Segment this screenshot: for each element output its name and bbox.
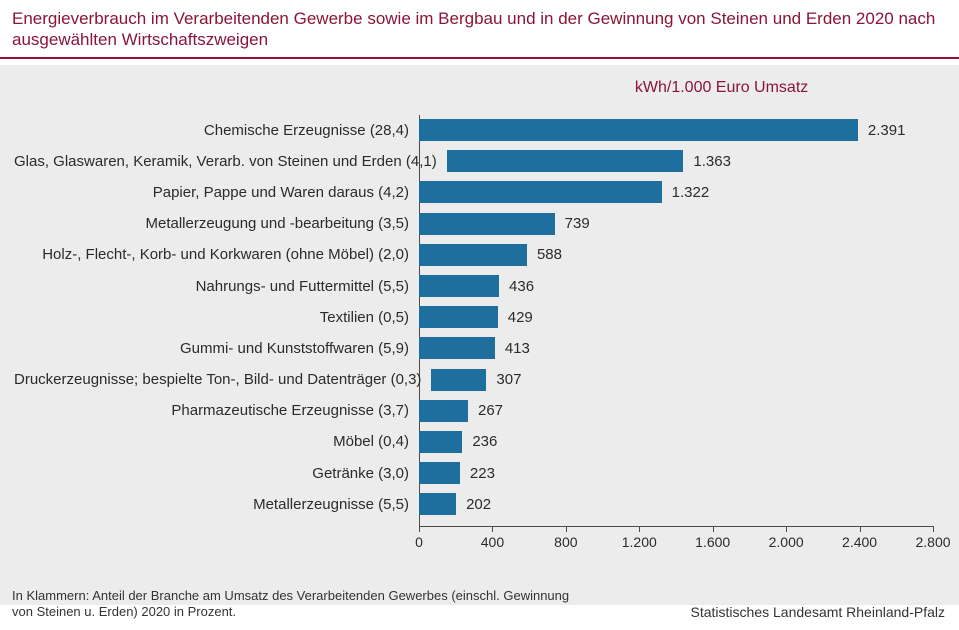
chart-frame: Energieverbrauch im Verarbeitenden Gewer…	[0, 0, 959, 630]
value-label: 429	[508, 309, 533, 326]
category-label: Metallerzeugnisse (5,5)	[14, 496, 419, 513]
bar-cell: 429	[419, 302, 933, 333]
x-tick-label: 400	[481, 534, 504, 550]
bar-row: Pharmazeutische Erzeugnisse (3,7) 267	[14, 395, 933, 426]
bar-cell: 413	[419, 333, 933, 364]
chart-title: Energieverbrauch im Verarbeitenden Gewer…	[12, 8, 947, 51]
x-tick-label: 2.400	[842, 534, 877, 550]
value-label: 267	[478, 402, 503, 419]
x-tick	[933, 526, 934, 532]
x-tick-label: 800	[554, 534, 577, 550]
category-label: Holz-, Flecht-, Korb- und Korkwaren (ohn…	[14, 246, 419, 263]
x-tick	[419, 526, 420, 532]
bar	[419, 244, 527, 266]
value-label: 413	[505, 340, 530, 357]
unit-label: kWh/1.000 Euro Umsatz	[635, 79, 808, 97]
bar-row: Getränke (3,0) 223	[14, 458, 933, 489]
value-label: 588	[537, 246, 562, 263]
bar-cell: 588	[419, 239, 933, 270]
bar	[419, 119, 858, 141]
bar-row: Druckerzeugnisse; bespielte Ton-, Bild- …	[14, 364, 933, 395]
x-tick-label: 1.200	[622, 534, 657, 550]
bar-row: Textilien (0,5) 429	[14, 302, 933, 333]
bar	[419, 431, 462, 453]
category-label: Gummi- und Kunststoffwaren (5,9)	[14, 340, 419, 357]
chart-panel: kWh/1.000 Euro Umsatz Chemische Erzeugni…	[0, 65, 959, 605]
category-label: Textilien (0,5)	[14, 309, 419, 326]
category-label: Glas, Glaswaren, Keramik, Verarb. von St…	[14, 153, 447, 170]
value-label: 436	[509, 278, 534, 295]
x-tick	[713, 526, 714, 532]
category-label: Getränke (3,0)	[14, 465, 419, 482]
bar-cell: 267	[419, 395, 933, 426]
category-label: Pharmazeutische Erzeugnisse (3,7)	[14, 402, 419, 419]
bar-cell: 436	[419, 270, 933, 301]
bar-row: Metallerzeugnisse (5,5) 202	[14, 489, 933, 520]
bar	[419, 306, 498, 328]
bar-row: Chemische Erzeugnisse (28,4) 2.391	[14, 115, 933, 146]
category-label: Nahrungs- und Futtermittel (5,5)	[14, 278, 419, 295]
source-label: Statistisches Landesamt Rheinland-Pfalz	[691, 604, 945, 620]
bar	[419, 181, 662, 203]
x-tick	[639, 526, 640, 532]
category-label: Papier, Pappe und Waren daraus (4,2)	[14, 184, 419, 201]
value-label: 223	[470, 465, 495, 482]
bar	[419, 462, 460, 484]
x-tick	[566, 526, 567, 532]
bar	[419, 493, 456, 515]
bar	[419, 400, 468, 422]
bar-row: Nahrungs- und Futtermittel (5,5) 436	[14, 270, 933, 301]
x-tick-label: 0	[415, 534, 423, 550]
x-tick	[492, 526, 493, 532]
value-label: 2.391	[868, 122, 906, 139]
footnote: In Klammern: Anteil der Branche am Umsat…	[12, 588, 572, 621]
bar-row: Papier, Pappe und Waren daraus (4,2) 1.32…	[14, 177, 933, 208]
x-tick	[786, 526, 787, 532]
x-tick	[860, 526, 861, 532]
value-label: 1.322	[672, 184, 710, 201]
bar-cell: 739	[419, 208, 933, 239]
category-label: Metallerzeugung und -bearbeitung (3,5)	[14, 215, 419, 232]
x-tick-label: 2.000	[769, 534, 804, 550]
bar	[419, 337, 495, 359]
bar-cell: 2.391	[419, 115, 933, 146]
bar-cell: 1.322	[419, 177, 933, 208]
bar-cell: 223	[419, 458, 933, 489]
bar-row: Glas, Glaswaren, Keramik, Verarb. von St…	[14, 146, 933, 177]
x-axis-line	[419, 526, 933, 527]
x-tick-label: 2.800	[915, 534, 950, 550]
bar	[419, 275, 499, 297]
bar-row: Gummi- und Kunststoffwaren (5,9) 413	[14, 333, 933, 364]
x-tick-label: 1.600	[695, 534, 730, 550]
bar	[419, 213, 555, 235]
bar-row: Möbel (0,4) 236	[14, 426, 933, 457]
category-label: Druckerzeugnisse; bespielte Ton-, Bild- …	[14, 371, 431, 388]
value-label: 307	[496, 371, 521, 388]
x-axis: 04008001.2001.6002.0002.4002.800	[419, 526, 933, 552]
bar-cell: 1.363	[447, 146, 933, 177]
category-label: Chemische Erzeugnisse (28,4)	[14, 122, 419, 139]
value-label: 236	[472, 433, 497, 450]
bar-cell: 202	[419, 489, 933, 520]
bar-cell: 236	[419, 426, 933, 457]
bar	[431, 369, 486, 391]
value-label: 739	[565, 215, 590, 232]
value-label: 202	[466, 496, 491, 513]
bar-row: Holz-, Flecht-, Korb- und Korkwaren (ohn…	[14, 239, 933, 270]
bar-rows: Chemische Erzeugnisse (28,4) 2.391 Glas, G…	[14, 115, 933, 521]
category-label: Möbel (0,4)	[14, 433, 419, 450]
value-label: 1.363	[693, 153, 731, 170]
bar	[447, 150, 684, 172]
bar-row: Metallerzeugung und -bearbeitung (3,5) 73…	[14, 208, 933, 239]
bar-cell: 307	[431, 364, 933, 395]
title-block: Energieverbrauch im Verarbeitenden Gewer…	[0, 0, 959, 59]
